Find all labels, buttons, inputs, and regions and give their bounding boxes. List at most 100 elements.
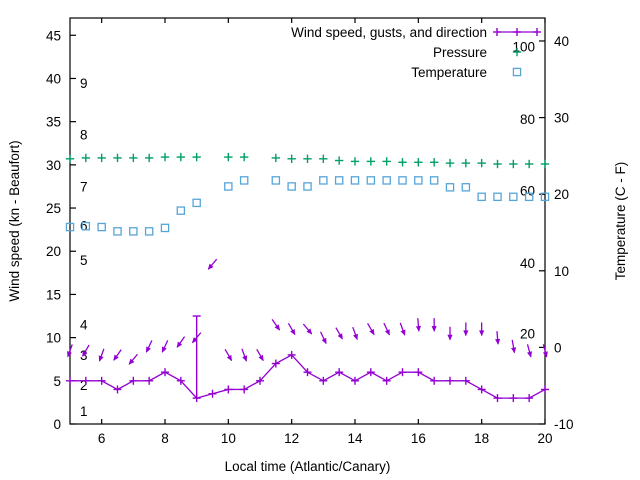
- pressure-point: [113, 153, 122, 163]
- wind-speed-point: [509, 394, 518, 403]
- y-tick-label: 15: [46, 287, 61, 302]
- wind-speed-point: [256, 376, 264, 385]
- temperature-point: [239, 176, 249, 185]
- x-tick-label: 6: [98, 431, 106, 446]
- wind-direction-arrow: [176, 336, 186, 348]
- wind-direction-arrow: [287, 323, 296, 336]
- wind-speed-point: [430, 376, 439, 385]
- wind-direction-arrow: [128, 353, 139, 365]
- y-tick-label: 30: [46, 158, 61, 173]
- beaufort-label: 7: [80, 179, 88, 194]
- wind-direction-arrow: [367, 323, 375, 336]
- temperature-point: [429, 176, 439, 185]
- wind-direction-arrows: [67, 258, 548, 365]
- temperature-point: [160, 223, 170, 233]
- beaufort-label: 4: [80, 318, 88, 333]
- beaufort-label: 6: [80, 218, 88, 233]
- legend-label: Pressure: [433, 45, 487, 60]
- legend-label: Wind speed, gusts, and direction: [291, 25, 487, 40]
- fahrenheit-label: 100: [512, 39, 535, 54]
- pressure-point: [334, 156, 344, 165]
- pressure-point: [287, 154, 296, 164]
- wind-direction-arrow: [82, 344, 90, 357]
- gust-errorbar: [192, 315, 201, 399]
- pressure-point: [224, 152, 233, 162]
- beaufort-label: 8: [80, 128, 88, 143]
- temperature-point: [334, 176, 344, 185]
- fahrenheit-label: 60: [520, 183, 535, 198]
- wind-direction-arrow: [256, 348, 264, 362]
- beaufort-label: 2: [80, 378, 88, 393]
- wind-speed-point: [208, 389, 217, 398]
- pressure-point: [382, 157, 391, 166]
- pressure-point: [445, 158, 455, 168]
- pressure-point: [239, 152, 249, 162]
- pressure-point: [65, 154, 75, 164]
- chart-legend: Wind speed, gusts, and direction Pressure…: [291, 25, 541, 80]
- wind-direction-arrow: [511, 339, 517, 354]
- wind-speed-point: [66, 376, 74, 385]
- x-tick-label: 18: [474, 431, 489, 446]
- wind-direction-arrow: [113, 349, 122, 361]
- wind-speed-point: [525, 394, 534, 403]
- wind-speed-point: [113, 385, 122, 394]
- y-tick-label: 35: [46, 115, 61, 130]
- legend-sample: [512, 47, 522, 57]
- wind-speed-point: [176, 376, 185, 385]
- temperature-point: [287, 182, 296, 191]
- beaufort-label: 1: [80, 404, 88, 419]
- x-tick-label: 8: [161, 431, 169, 446]
- wind-direction-arrow: [352, 326, 358, 341]
- pressure-point: [524, 159, 534, 169]
- temperature-point: [81, 221, 91, 231]
- wind-direction-arrow: [479, 322, 485, 337]
- beaufort-label: 9: [80, 76, 88, 91]
- temperature-point: [398, 176, 407, 185]
- wind-speed-point: [224, 385, 233, 394]
- wind-direction-arrow: [98, 348, 105, 362]
- wind-speed-point: [541, 385, 549, 394]
- wind-direction-arrow: [431, 318, 437, 332]
- wind-speed-point: [240, 385, 249, 394]
- wind-direction-arrow: [145, 340, 153, 353]
- x-tick-label: 20: [537, 431, 552, 446]
- wind-speed-point: [129, 376, 138, 385]
- y2-tick-label: 40: [554, 34, 569, 49]
- pressure-point: [414, 158, 423, 167]
- beaufort-label: 5: [80, 253, 88, 268]
- temperature-point: [303, 182, 312, 191]
- wind-direction-arrow: [241, 348, 248, 362]
- pressure-point: [271, 153, 281, 163]
- y-tick-label: 40: [46, 71, 61, 86]
- wind-direction-arrow: [463, 322, 469, 337]
- wind-direction-arrow: [383, 322, 391, 336]
- wind-speed-series: [66, 315, 549, 403]
- pressure-point: [81, 153, 91, 163]
- temperature-point: [445, 183, 455, 192]
- wind-speed-point: [97, 376, 106, 385]
- wind-speed-point: [335, 368, 344, 377]
- y-axis-label: Wind speed (kn - Beaufort): [7, 140, 22, 301]
- temperature-point: [65, 222, 75, 232]
- wind-speed-point: [382, 376, 391, 385]
- pressure-point: [398, 158, 407, 167]
- temperature-point: [509, 192, 518, 202]
- wind-speed-point: [398, 368, 407, 377]
- pressure-point: [493, 159, 502, 169]
- wind-direction-arrow: [224, 348, 233, 362]
- wind-direction-arrow: [302, 323, 313, 335]
- x-axis-ticks: 6 8 10 12 14 16 18 20: [98, 18, 553, 446]
- wind-direction-arrow: [495, 331, 501, 345]
- y2-axis-ticks: -10 0 10 20 30 40: [539, 34, 574, 432]
- legend-sample: [512, 67, 522, 77]
- y-tick-label: 25: [46, 201, 61, 216]
- pressure-point: [366, 157, 376, 166]
- wind-direction-arrow: [67, 344, 73, 358]
- plot-frame: [69, 17, 546, 425]
- pressure-point: [192, 152, 201, 162]
- pressure-series: [65, 152, 550, 169]
- temperature-point: [382, 176, 391, 185]
- wind-speed-point: [81, 376, 90, 385]
- temperature-point: [366, 176, 376, 185]
